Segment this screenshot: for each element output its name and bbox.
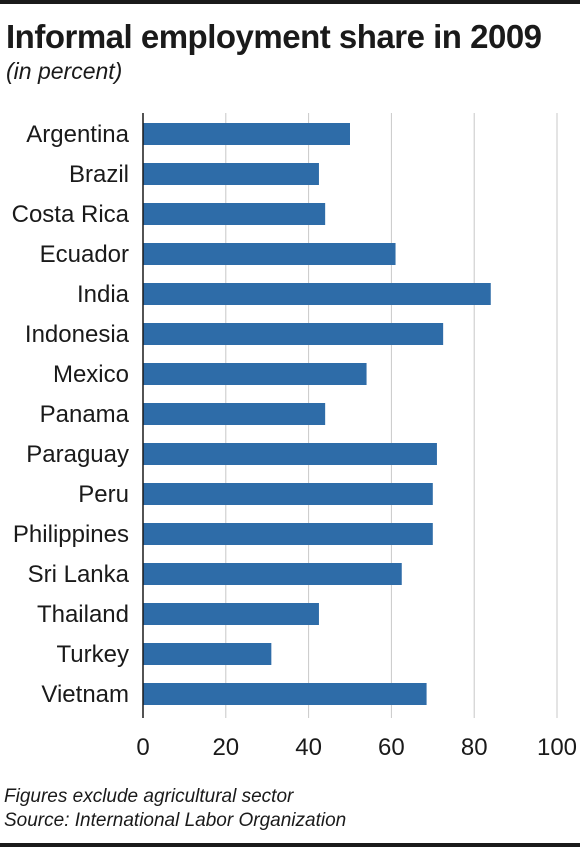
x-tick-label-20: 20 [212, 734, 239, 761]
category-label-mexico: Mexico [53, 361, 129, 388]
footnote: Figures exclude agricultural sector [4, 786, 294, 807]
category-label-thailand: Thailand [37, 601, 129, 628]
bar-paraguay [143, 443, 437, 465]
x-tick-label-60: 60 [378, 734, 405, 761]
bar-costa-rica [143, 203, 326, 225]
bar-india [143, 283, 491, 305]
bar-peru [143, 483, 433, 505]
source-note: Source: International Labor Organization [4, 810, 347, 831]
bar-indonesia [143, 323, 444, 345]
bar-mexico [143, 363, 367, 385]
bar-argentina [143, 123, 350, 145]
x-tick-label-0: 0 [136, 734, 149, 761]
bar-brazil [143, 163, 319, 185]
category-label-costa-rica: Costa Rica [12, 201, 130, 228]
category-label-philippines: Philippines [13, 521, 129, 548]
bar-vietnam [143, 683, 427, 705]
category-label-brazil: Brazil [69, 161, 129, 188]
bottom-rule [0, 843, 580, 847]
x-tick-label-40: 40 [295, 734, 322, 761]
category-label-argentina: Argentina [26, 121, 129, 148]
chart-title: Informal employment share in 2009 [6, 18, 542, 55]
chart-subtitle: (in percent) [6, 58, 123, 84]
tick-labels: 0 20 40 60 80 100 [136, 734, 577, 761]
bar-ecuador [143, 243, 396, 265]
category-label-ecuador: Ecuador [40, 241, 129, 268]
category-label-indonesia: Indonesia [25, 321, 130, 348]
category-label-sri-lanka: Sri Lanka [28, 561, 130, 588]
bar-thailand [143, 603, 319, 625]
category-label-peru: Peru [78, 481, 129, 508]
category-label-vietnam: Vietnam [41, 681, 129, 708]
x-tick-label-100: 100 [537, 734, 577, 761]
bars [143, 123, 491, 705]
category-label-india: India [77, 281, 130, 308]
category-labels: Argentina Brazil Costa Rica Ecuador India Ind… [12, 121, 130, 708]
bar-sri-lanka [143, 563, 402, 585]
top-rule [0, 0, 580, 4]
category-label-panama: Panama [40, 401, 130, 428]
x-tick-label-80: 80 [461, 734, 488, 761]
bar-philippines [143, 523, 433, 545]
category-label-paraguay: Paraguay [26, 441, 129, 468]
category-label-turkey: Turkey [57, 641, 129, 668]
bar-panama [143, 403, 326, 425]
bar-turkey [143, 643, 272, 665]
